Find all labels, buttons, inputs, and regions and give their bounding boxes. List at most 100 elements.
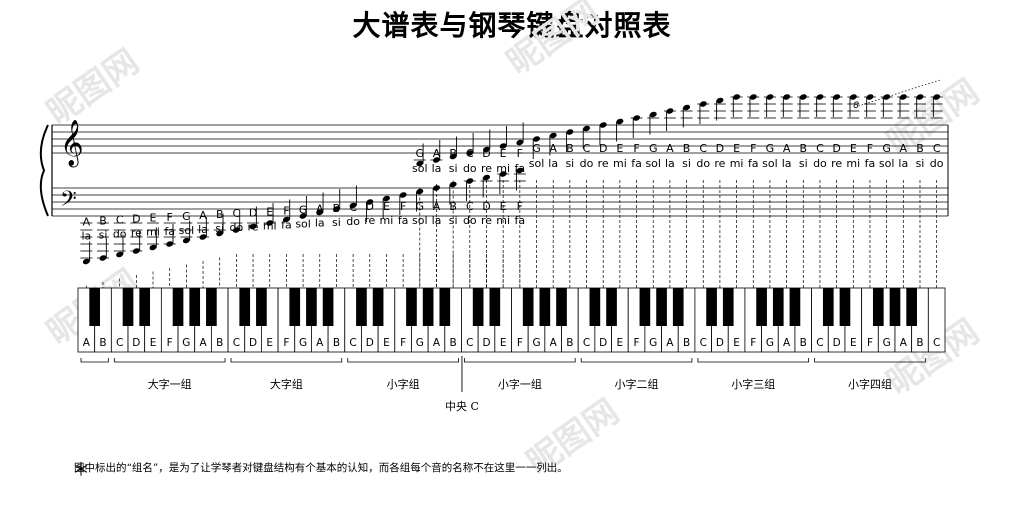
note-head [616, 118, 624, 125]
white-key-label: B [916, 337, 923, 349]
note-letter: C [699, 142, 707, 155]
note-letter: D [132, 213, 140, 226]
footnote: 图中标出的“组名”，是为了让学琴者对键盘结构有个基本的认知，而各组每个音的名称不… [74, 462, 568, 474]
black-key [756, 288, 767, 326]
note-head [482, 146, 490, 153]
black-key [256, 288, 267, 326]
note-letter: F [283, 205, 289, 218]
note-solfege: mi [613, 157, 627, 170]
white-key-label: A [666, 337, 674, 349]
white-key-label: A [83, 337, 91, 349]
group-label: 小字三组 [731, 377, 775, 391]
note-letter: B [99, 214, 107, 227]
note-letter: E [266, 205, 273, 218]
group-bracket [230, 358, 343, 363]
white-key-label: D [833, 337, 841, 349]
white-key-label: B [450, 337, 457, 349]
white-key-label: F [283, 337, 289, 349]
note-head [649, 111, 657, 118]
note-head [499, 143, 507, 149]
black-key [172, 288, 184, 326]
brace [39, 124, 49, 217]
note-solfege: sol [179, 224, 195, 237]
note-head [533, 136, 541, 142]
black-key [722, 288, 734, 326]
white-key-label: E [733, 337, 740, 349]
black-key [139, 288, 151, 326]
black-key [122, 288, 134, 326]
note-letter: A [433, 147, 441, 160]
note-letter: C [233, 207, 241, 220]
note-solfege: si [799, 157, 808, 170]
note-head [249, 223, 257, 230]
note-letter: C [816, 142, 824, 155]
note-letter: B [800, 142, 808, 155]
note-solfege: do [463, 162, 477, 175]
group-bracket [80, 358, 109, 363]
page-title: 大谱表与钢琴键盘对照表 [352, 9, 672, 42]
note-solfege: re [131, 227, 142, 240]
white-key-label: D [716, 337, 724, 349]
white-key-label: G [883, 337, 891, 349]
black-key [356, 288, 367, 326]
black-key [639, 288, 651, 326]
note-solfege: sol [529, 157, 545, 170]
white-key-label: F [517, 337, 523, 349]
black-key [322, 288, 334, 326]
note-head [216, 230, 224, 237]
note-letter: D [249, 206, 257, 219]
white-key-label: G [766, 337, 774, 349]
black-key [439, 288, 451, 326]
note-head [583, 125, 591, 132]
note-solfege: do [113, 228, 127, 241]
note-letter: E [850, 142, 857, 155]
note-head [366, 199, 374, 205]
white-key-label: B [800, 337, 807, 349]
note-solfege: sol [412, 162, 428, 175]
note-solfege: la [315, 217, 325, 230]
note-solfege: fa [164, 225, 175, 238]
note-solfege: sol [295, 218, 311, 231]
note-letter: A [83, 215, 91, 228]
note-letter: G [532, 142, 541, 155]
note-letter: G [766, 142, 775, 155]
note-solfege: la [782, 157, 792, 170]
white-key-label: F [167, 337, 173, 349]
white-key-label: D [482, 337, 490, 349]
white-key-label: D [599, 337, 607, 349]
note-solfege: la [665, 157, 675, 170]
note-head [432, 185, 440, 191]
white-key-label: G [649, 337, 657, 349]
note-letter: C [349, 201, 357, 214]
black-key [522, 288, 534, 326]
group-bracket [697, 358, 810, 363]
note-letter: C [583, 142, 591, 155]
note-head [82, 258, 90, 265]
note-letter: D [599, 142, 607, 155]
note-letter: F [867, 142, 873, 155]
note-solfege: sol [645, 157, 661, 170]
note-head [282, 216, 290, 223]
note-letter: E [383, 200, 390, 213]
note-solfege: do [696, 157, 710, 170]
octave-mark: 8 [853, 101, 859, 111]
white-key-label: B [216, 337, 223, 349]
note-solfege: si [215, 222, 224, 235]
note-letter: G [416, 147, 425, 160]
note-solfege: fa [631, 157, 642, 170]
note-solfege: do [930, 157, 944, 170]
black-key [89, 288, 101, 326]
white-key-label: E [617, 337, 624, 349]
note-solfege: fa [515, 162, 526, 175]
note-head [316, 209, 324, 216]
note-solfege: do [580, 157, 594, 170]
note-solfege: si [916, 157, 925, 170]
footnote-asterisk: ＊ [72, 460, 90, 481]
note-head [299, 213, 307, 219]
white-key-label: F [400, 337, 406, 349]
note-letter: A [666, 142, 674, 155]
note-head [599, 122, 607, 128]
note-head [332, 206, 340, 212]
black-key [906, 288, 917, 326]
group-label: 大字组 [270, 377, 303, 391]
